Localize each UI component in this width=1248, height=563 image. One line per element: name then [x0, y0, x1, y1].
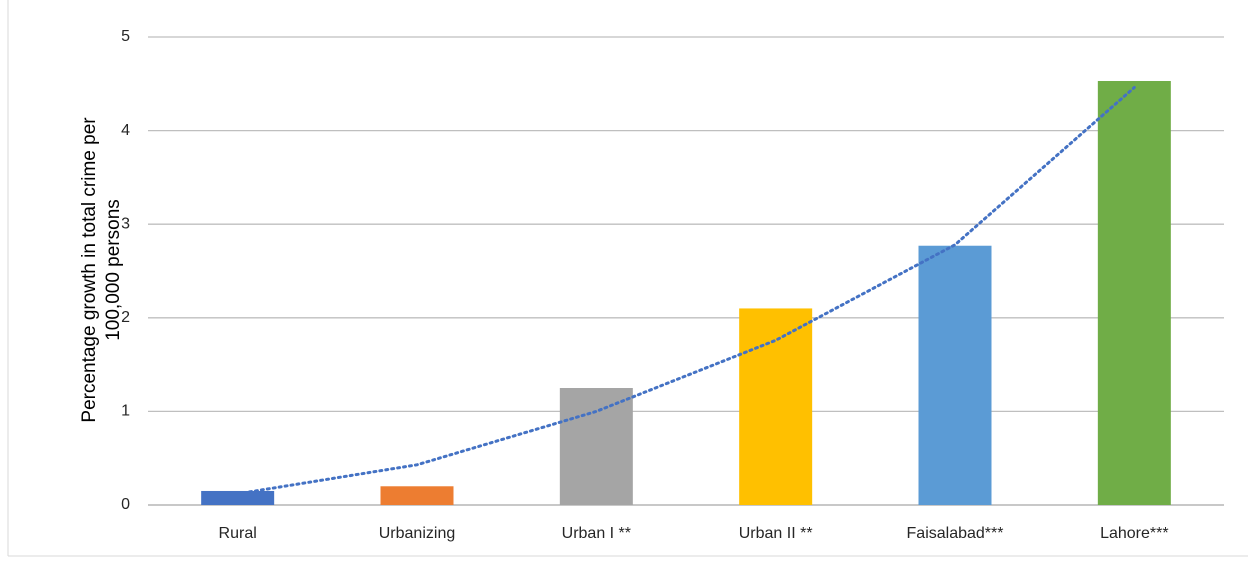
x-tick-label: Urban II **: [739, 525, 813, 542]
bar: [559, 388, 633, 505]
x-tick-label: Lahore***: [1100, 525, 1169, 542]
bar: [918, 245, 992, 505]
trendline: [236, 86, 1136, 496]
bar: [201, 490, 275, 505]
bar: [739, 308, 813, 505]
y-tick-label: 0: [121, 496, 130, 513]
y-tick-label: 5: [121, 28, 130, 45]
bar: [1097, 80, 1171, 505]
x-tick-label: Urban I **: [562, 525, 631, 542]
y-tick-label: 3: [121, 215, 130, 232]
y-axis-label: Percentage growth in total crime per: [79, 117, 100, 423]
x-tick-label: Faisalabad***: [907, 525, 1004, 542]
x-tick-label: Urbanizing: [379, 525, 455, 542]
y-axis-label: 100,000 persons: [103, 199, 124, 341]
bar: [380, 486, 454, 505]
y-tick-label: 4: [121, 122, 130, 139]
y-tick-label: 2: [121, 309, 130, 326]
y-tick-label: 1: [121, 403, 130, 420]
x-tick-label: Rural: [219, 525, 257, 542]
